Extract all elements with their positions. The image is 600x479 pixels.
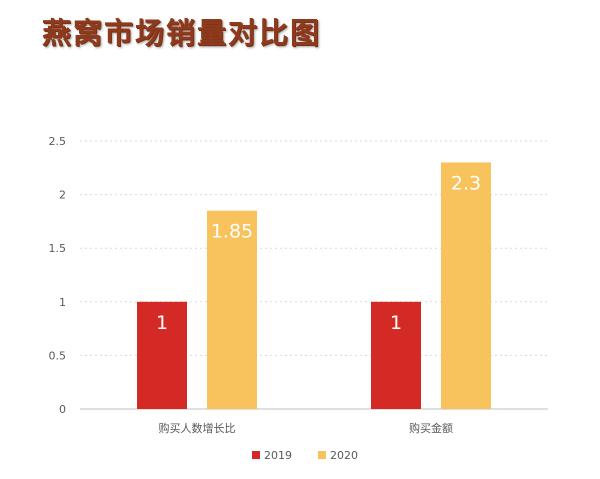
data-label: 1 (390, 312, 402, 334)
bar-2020-0 (207, 210, 257, 409)
labels: 0 0.5 1 1.5 2 2.5 1 1.85 购买人数增长比 1 2.3 购买金额 (49, 135, 482, 435)
y-tick-label: 2 (59, 189, 66, 202)
legend-swatch-2020 (318, 451, 326, 459)
legend: 2019 2020 (252, 449, 358, 462)
y-tick-label: 0.5 (49, 349, 67, 362)
legend-label-2019: 2019 (264, 449, 292, 462)
bar-2020-1 (441, 162, 491, 409)
data-label: 1 (156, 312, 168, 334)
category-label: 购买金额 (409, 421, 453, 435)
bar-2019-1 (371, 301, 421, 409)
data-label: 1.85 (211, 221, 253, 243)
data-label: 2.3 (451, 172, 481, 194)
bar-2019-0 (137, 301, 187, 409)
bars (137, 162, 491, 409)
y-tick-label: 0 (59, 403, 66, 416)
legend-label-2020: 2020 (330, 449, 358, 462)
y-tick-label: 2.5 (49, 135, 67, 148)
y-tick-label: 1 (59, 296, 66, 309)
category-label: 购买人数增长比 (159, 421, 236, 435)
chart-title: 燕窝市场销量对比图 (42, 16, 322, 50)
legend-swatch-2019 (252, 451, 260, 459)
y-tick-label: 1.5 (49, 242, 67, 255)
